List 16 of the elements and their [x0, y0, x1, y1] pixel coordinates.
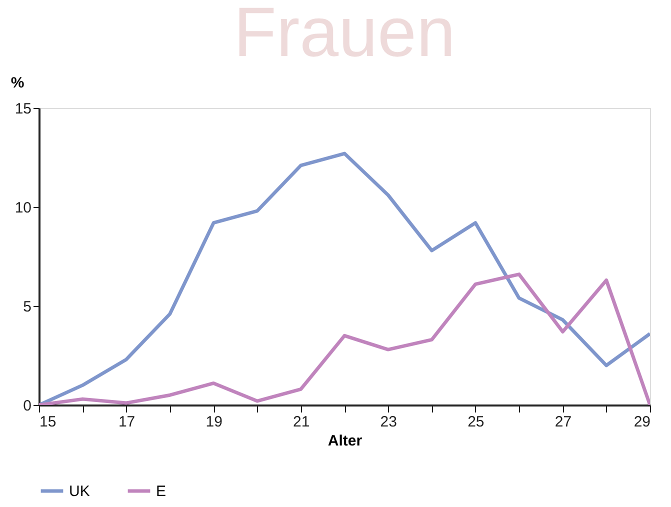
x-tick-label: 17 — [118, 414, 136, 430]
legend-label: E — [156, 483, 166, 500]
x-tick-label: 19 — [206, 414, 222, 430]
x-axis-title: Alter — [328, 432, 362, 450]
legend-label: UK — [69, 483, 90, 500]
y-tick-label: 5 — [23, 298, 32, 316]
y-tick-label: 15 — [14, 100, 32, 118]
x-tick-label: 29 — [634, 414, 650, 430]
y-axis-title: % — [10, 74, 24, 92]
x-tick-label: 27 — [554, 414, 572, 430]
x-tick-label: 15 — [40, 414, 56, 430]
x-tick-label: 25 — [468, 414, 484, 430]
y-tick-label: 0 — [23, 398, 32, 414]
x-tick-label: 21 — [293, 414, 310, 430]
y-tick-label: 10 — [14, 200, 32, 216]
x-tick-label: 23 — [380, 414, 397, 430]
